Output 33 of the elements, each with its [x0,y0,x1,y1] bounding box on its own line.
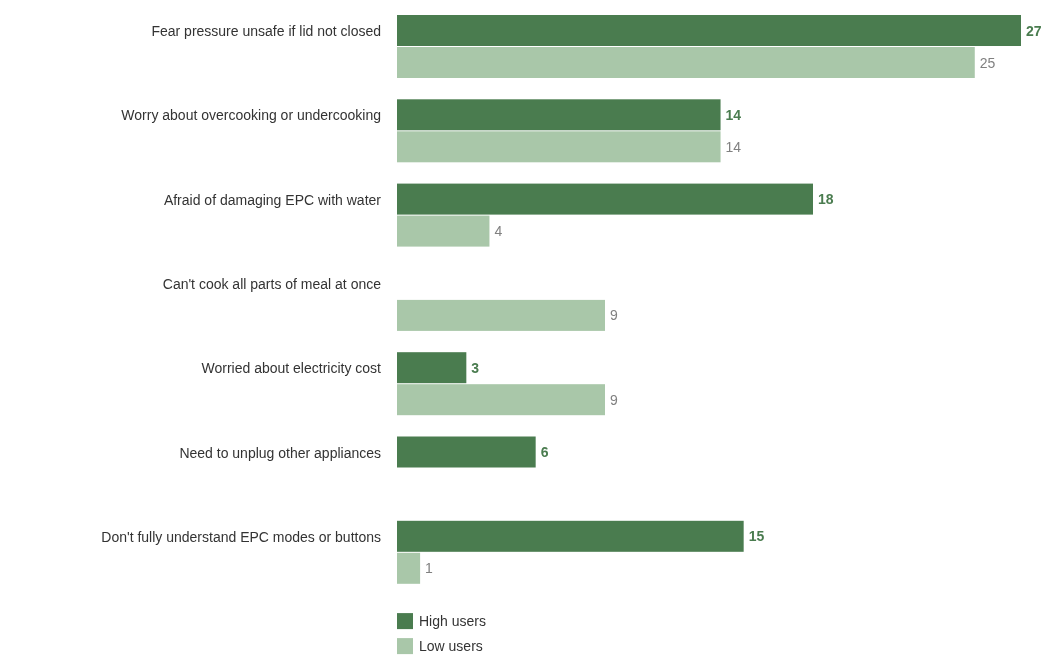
bar [397,436,536,468]
data-label: 6 [540,444,549,460]
data-label: 18 [818,191,834,208]
bar [397,552,421,584]
y-tick-label: Worry about overcooking or undercooking [121,107,381,124]
bar [397,183,813,215]
data-label: 14 [725,106,742,123]
data-label: 4 [494,223,503,240]
data-label: 25 [979,54,996,71]
data-label: 9 [610,307,618,324]
bar [397,47,975,78]
legend-label: High users [419,613,486,630]
bar [397,520,744,552]
data-label: 3 [471,359,480,376]
y-tick-label: Worried about electricity cost [201,360,382,377]
y-tick-label: Need to unplug other appliances [179,444,381,461]
y-tick-label: Afraid of damaging EPC with water [163,191,382,208]
data-label: 15 [748,528,765,545]
data-label: 14 [725,138,742,155]
bar [397,352,467,384]
bar [397,131,721,163]
bar [397,15,1021,46]
y-tick-label: Don't fully understand EPC modes or buttons [101,528,381,545]
bar [397,215,490,247]
data-label: 1 [425,560,434,577]
bar [397,299,605,331]
y-tick-label: Fear pressure unsafe if lid not closed [151,23,381,39]
y-tick-label: Can't cook all parts of meal at once [162,275,382,292]
bar [397,384,605,416]
data-label: 9 [610,391,618,408]
bar [397,99,721,131]
data-label: 27 [1026,22,1042,39]
legend-label: Low users [419,638,483,655]
